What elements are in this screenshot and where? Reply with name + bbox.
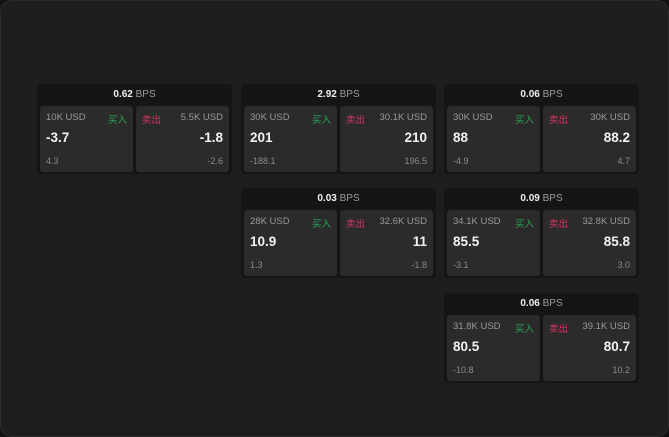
buy-label: 买入 [514, 324, 534, 335]
spread-header: 0.03 BPS [241, 188, 436, 210]
quote-panel: 0.09 BPS 34.1K USD 买入 85.5 -3.1 卖出 32.8K U… [444, 188, 639, 278]
buy-button[interactable]: 28K USD 买入 10.9 1.3 [244, 210, 337, 276]
sell-label: 卖出 [549, 219, 569, 230]
bid-size: 30K USD [453, 112, 493, 123]
spread-unit: BPS [135, 89, 156, 100]
buy-label: 买入 [107, 115, 127, 126]
bid-price: 10.9 [250, 234, 277, 249]
sell-label: 卖出 [346, 115, 366, 126]
ask-change: 196.5 [404, 156, 427, 166]
ask-size: 5.5K USD [180, 112, 223, 123]
sell-label: 卖出 [549, 115, 569, 126]
spread-unit: BPS [339, 193, 360, 204]
bid-size: 28K USD [250, 216, 290, 227]
sell-label: 卖出 [549, 324, 569, 335]
spread-header: 0.09 BPS [444, 188, 639, 210]
sell-button[interactable]: 卖出 30K USD 88.2 4.7 [543, 106, 636, 172]
sell-button[interactable]: 卖出 32.6K USD 11 -1.8 [340, 210, 433, 276]
bid-change: -3.1 [453, 260, 469, 270]
ask-change: 4.7 [617, 156, 630, 166]
spread-unit: BPS [339, 89, 360, 100]
bid-size: 31.8K USD [453, 321, 501, 332]
ask-change: -1.8 [411, 260, 427, 270]
spread-value: 0.06 [520, 298, 540, 309]
ask-price: 85.8 [603, 234, 630, 249]
sell-button[interactable]: 卖出 32.8K USD 85.8 3.0 [543, 210, 636, 276]
bid-change: -4.9 [453, 156, 469, 166]
sell-button[interactable]: 卖出 39.1K USD 80.7 10.2 [543, 315, 636, 381]
sell-label: 卖出 [346, 219, 366, 230]
ask-price: -1.8 [199, 130, 223, 145]
buy-label: 买入 [514, 219, 534, 230]
bid-size: 34.1K USD [453, 216, 501, 227]
spread-unit: BPS [542, 193, 563, 204]
buy-button[interactable]: 10K USD 买入 -3.7 4.3 [40, 106, 133, 172]
bid-price: 80.5 [453, 339, 480, 354]
ask-price: 88.2 [603, 130, 630, 145]
bid-size: 30K USD [250, 112, 290, 123]
bid-change: -188.1 [250, 156, 276, 166]
ask-size: 32.6K USD [379, 216, 427, 227]
quote-panel: 0.03 BPS 28K USD 买入 10.9 1.3 卖出 32.6K USD … [241, 188, 436, 278]
ask-change: 10.2 [612, 365, 630, 375]
buy-button[interactable]: 30K USD 买入 88 -4.9 [447, 106, 540, 172]
quote-panel: 2.92 BPS 30K USD 买入 201 -188.1 卖出 30.1K US… [241, 84, 436, 174]
spread-header: 0.06 BPS [444, 293, 639, 315]
bid-size: 10K USD [46, 112, 86, 123]
buy-button[interactable]: 30K USD 买入 201 -188.1 [244, 106, 337, 172]
sell-button[interactable]: 卖出 5.5K USD -1.8 -2.6 [136, 106, 229, 172]
spread-value: 2.92 [317, 89, 337, 100]
ask-size: 30K USD [590, 112, 630, 123]
bid-change: -10.8 [453, 365, 474, 375]
ask-change: 3.0 [617, 260, 630, 270]
spread-value: 0.03 [317, 193, 337, 204]
bid-change: 4.3 [46, 156, 59, 166]
quote-panel: 0.06 BPS 31.8K USD 买入 80.5 -10.8 卖出 39.1K … [444, 293, 639, 383]
quote-panel: 0.62 BPS 10K USD 买入 -3.7 4.3 卖出 5.5K USD -… [37, 84, 232, 174]
ask-price: 210 [404, 130, 427, 145]
bid-price: 201 [250, 130, 273, 145]
buy-label: 买入 [311, 115, 331, 126]
bid-price: -3.7 [46, 130, 70, 145]
spread-unit: BPS [542, 298, 563, 309]
bid-change: 1.3 [250, 260, 263, 270]
spread-header: 0.62 BPS [37, 84, 232, 106]
buy-label: 买入 [514, 115, 534, 126]
buy-button[interactable]: 34.1K USD 买入 85.5 -3.1 [447, 210, 540, 276]
ask-size: 30.1K USD [379, 112, 427, 123]
quote-panel: 0.06 BPS 30K USD 买入 88 -4.9 卖出 30K USD 88.… [444, 84, 639, 174]
spread-header: 2.92 BPS [241, 84, 436, 106]
buy-label: 买入 [311, 219, 331, 230]
spread-value: 0.06 [520, 89, 540, 100]
ask-size: 32.8K USD [582, 216, 630, 227]
ask-price: 11 [412, 234, 427, 249]
spread-value: 0.09 [520, 193, 540, 204]
bid-price: 85.5 [453, 234, 480, 249]
sell-label: 卖出 [142, 115, 162, 126]
ask-price: 80.7 [603, 339, 630, 354]
spread-header: 0.06 BPS [444, 84, 639, 106]
spread-unit: BPS [542, 89, 563, 100]
buy-button[interactable]: 31.8K USD 买入 80.5 -10.8 [447, 315, 540, 381]
bid-price: 88 [453, 130, 469, 145]
spread-value: 0.62 [113, 89, 133, 100]
ask-size: 39.1K USD [582, 321, 630, 332]
sell-button[interactable]: 卖出 30.1K USD 210 196.5 [340, 106, 433, 172]
ask-change: -2.6 [207, 156, 223, 166]
